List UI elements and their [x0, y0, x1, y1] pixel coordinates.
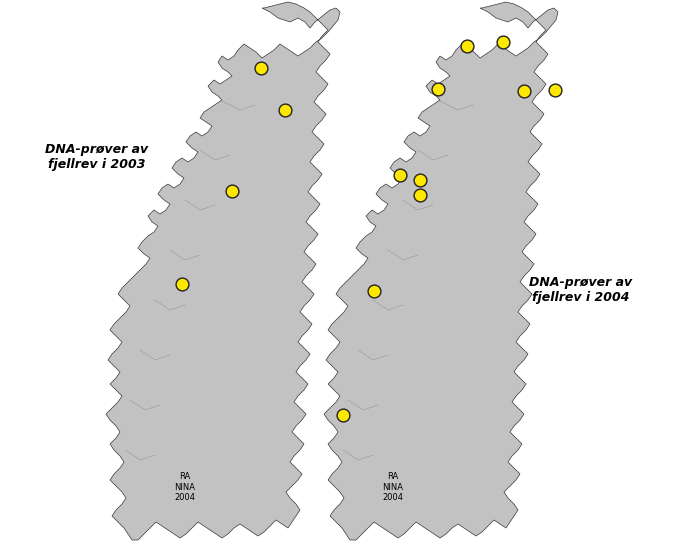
Point — [279, 105, 290, 114]
Point — [518, 87, 529, 95]
Polygon shape — [324, 2, 558, 540]
Text: DNA-prøver av
fjellrev i 2003: DNA-prøver av fjellrev i 2003 — [46, 143, 148, 171]
Point — [414, 176, 426, 184]
Point — [462, 41, 473, 50]
Text: RA
NINA
2004: RA NINA 2004 — [175, 472, 195, 502]
Point — [337, 411, 349, 420]
Point — [227, 187, 238, 195]
Point — [432, 84, 444, 93]
Point — [177, 279, 188, 288]
Point — [414, 190, 426, 199]
Text: RA
NINA
2004: RA NINA 2004 — [383, 472, 403, 502]
Point — [256, 63, 267, 72]
Point — [550, 86, 561, 94]
Polygon shape — [106, 2, 340, 540]
Point — [394, 171, 405, 179]
Text: DNA-prøver av
fjellrev i 2004: DNA-prøver av fjellrev i 2004 — [529, 276, 633, 304]
Point — [369, 286, 380, 295]
Point — [498, 38, 509, 46]
